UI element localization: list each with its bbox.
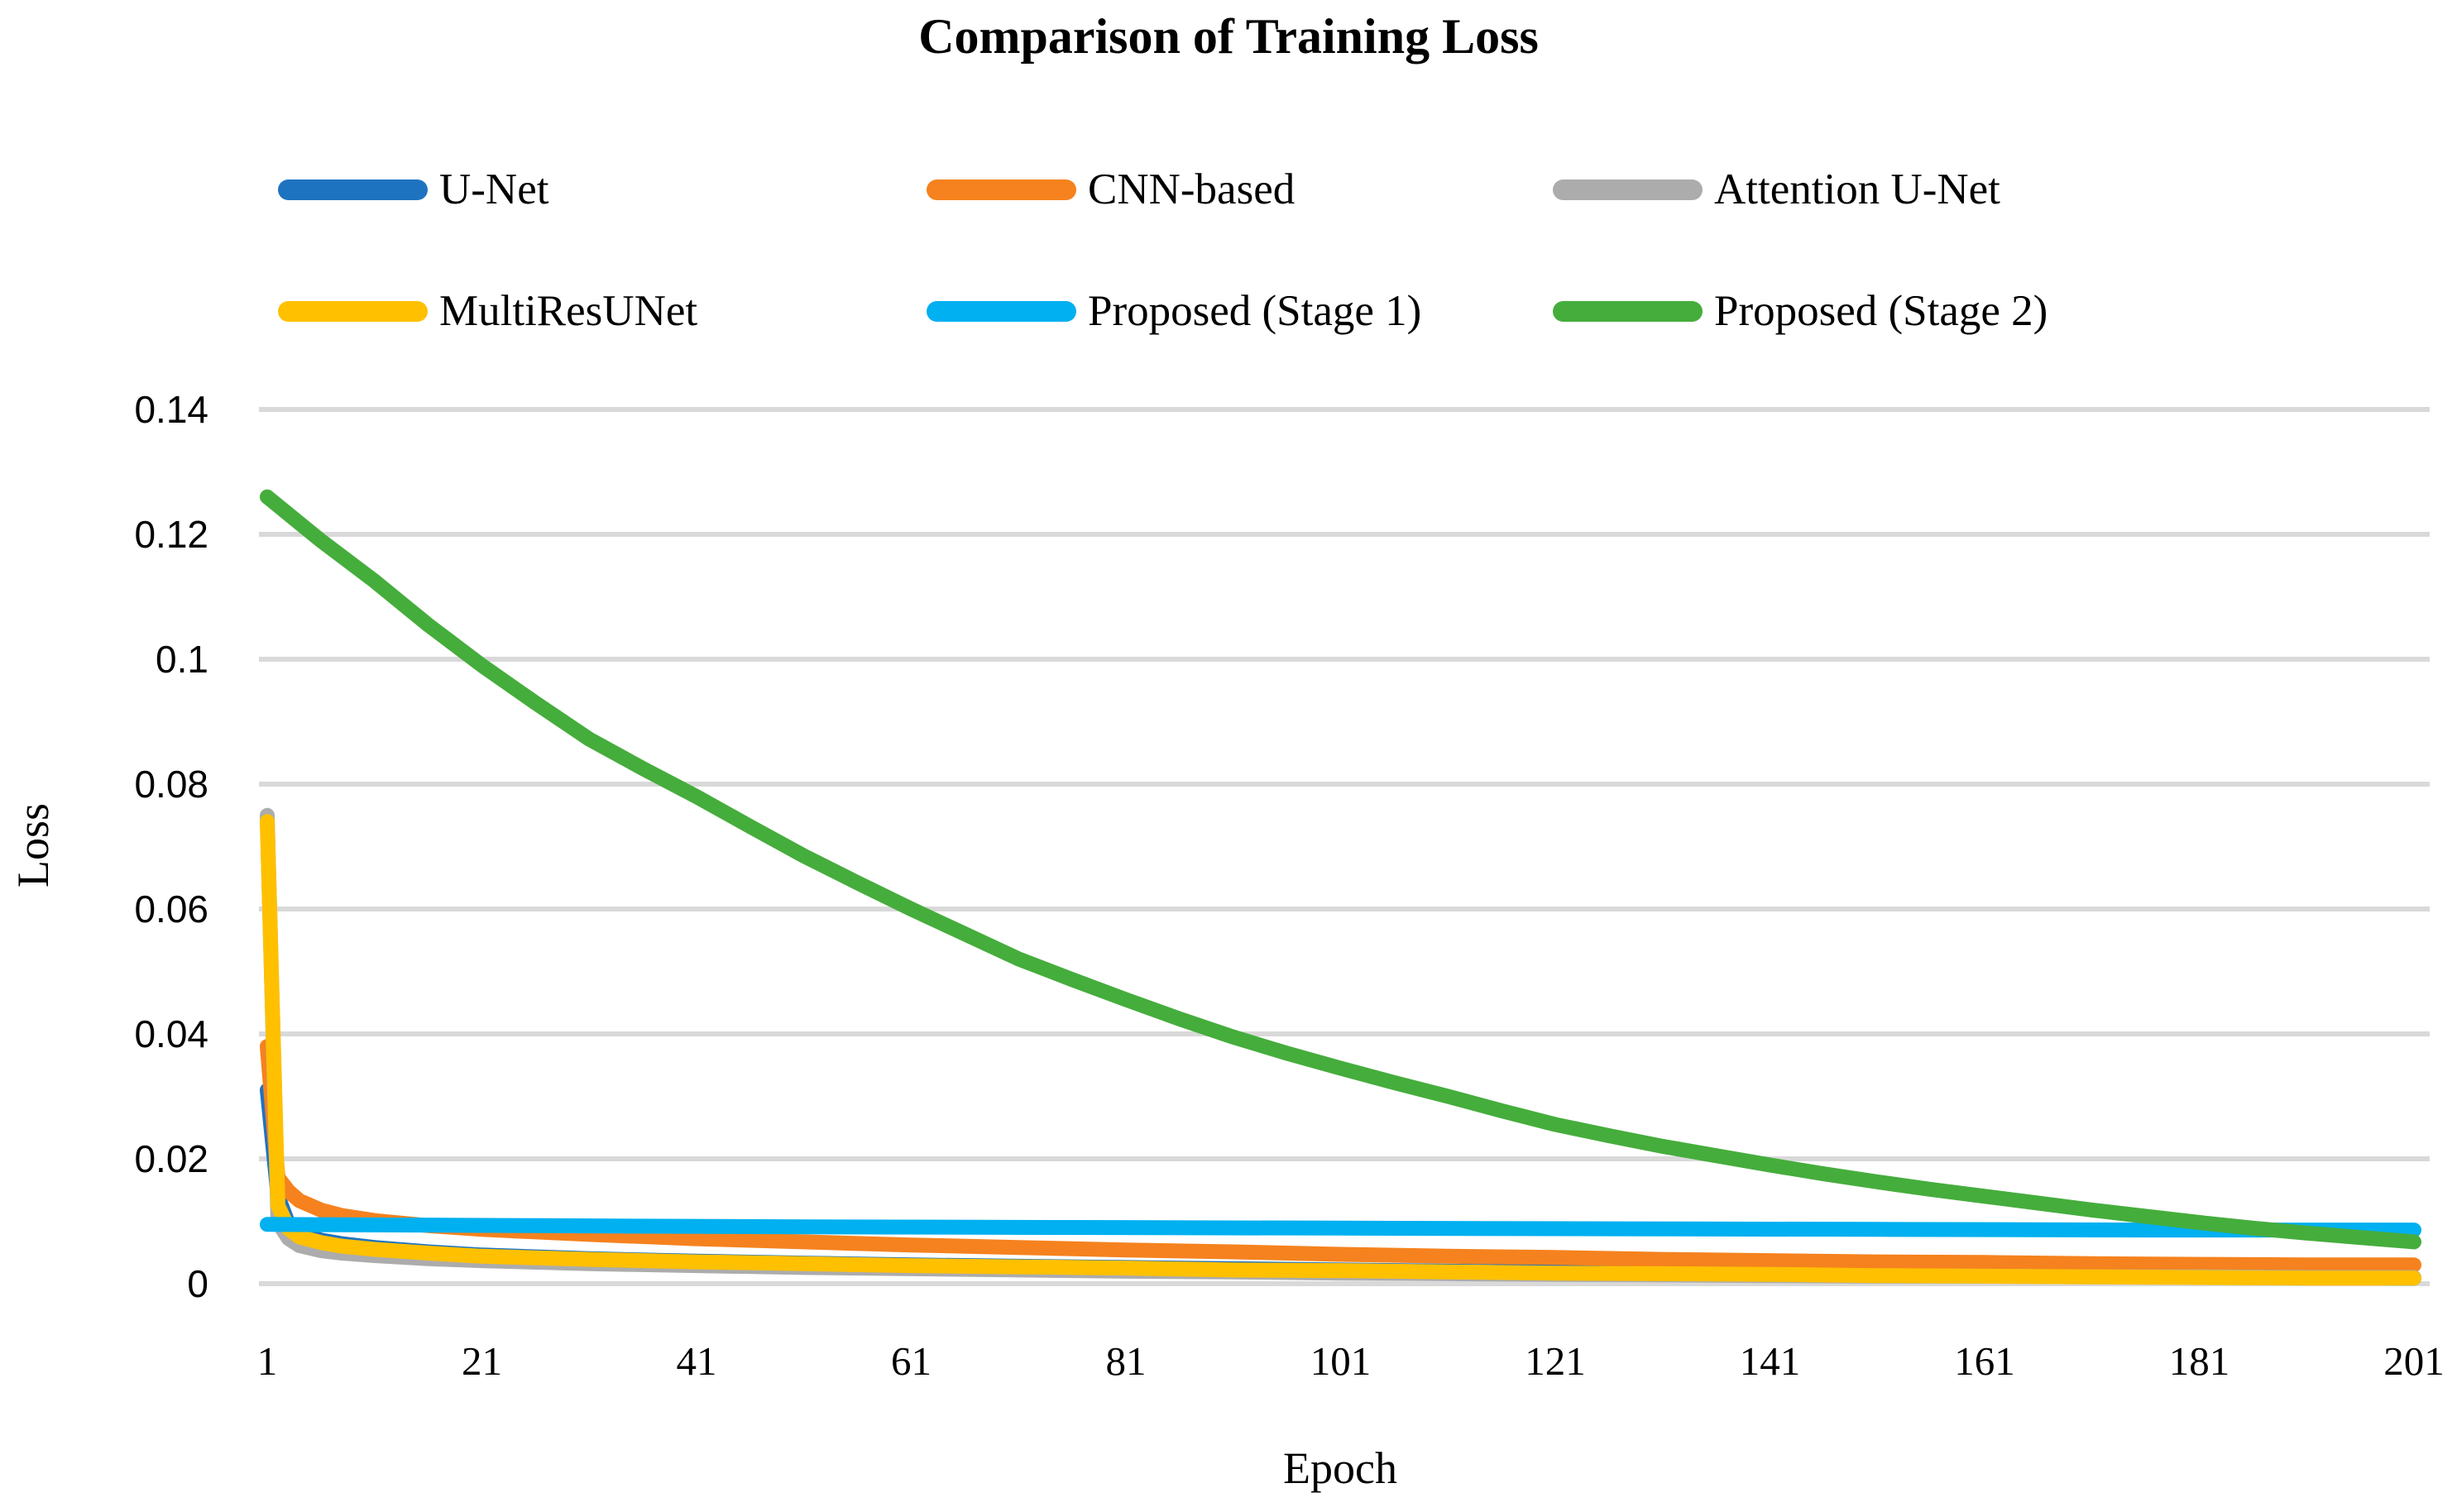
legend-item: Proposed (Stage 2): [1553, 289, 2048, 333]
x-tick-label: 61: [891, 1338, 932, 1384]
legend-swatch: [1553, 300, 1703, 322]
y-tick-label: 0.02: [134, 1137, 208, 1180]
x-tick-label: 141: [1740, 1338, 1801, 1384]
legend-swatch: [1553, 179, 1703, 200]
y-tick-label: 0.08: [134, 763, 208, 806]
x-tick-label: 21: [462, 1338, 502, 1384]
legend-item: U-Net: [278, 165, 549, 213]
y-tick-label: 0.1: [156, 638, 208, 681]
x-tick-label: 181: [2169, 1338, 2230, 1384]
legend-item-label: CNN-based: [1088, 165, 1296, 213]
y-tick-label: 0.06: [134, 888, 208, 931]
series-line-proposed-stage-2: [260, 489, 2421, 1250]
x-tick-label: 1: [257, 1338, 278, 1384]
x-tick-label: 81: [1106, 1338, 1147, 1384]
x-tick-label: 41: [677, 1338, 717, 1384]
legend-item-label: MultiResUNet: [439, 286, 698, 335]
series-line-cnn-based: [260, 1039, 2421, 1273]
x-tick-label: 101: [1310, 1338, 1372, 1384]
legend-swatch: [927, 300, 1076, 322]
series-line-multiresunet: [260, 814, 2421, 1286]
legend-swatch: [278, 179, 428, 200]
legend-item-label: U-Net: [439, 165, 549, 213]
legend-item: Proposed (Stage 1): [927, 289, 1421, 333]
legend-swatch: [927, 179, 1076, 200]
legend-swatch: [278, 300, 428, 322]
legend-item-label: Proposed (Stage 1): [1088, 286, 1422, 335]
x-tick-label: 201: [2383, 1338, 2445, 1384]
x-tick-label: 121: [1525, 1338, 1586, 1384]
x-axis-title: Epoch: [1283, 1443, 1397, 1493]
legend-item: CNN-based: [927, 165, 1296, 213]
y-tick-label: 0.12: [134, 513, 208, 556]
legend-item-label: Attention U-Net: [1714, 165, 2000, 213]
y-tick-label: 0.04: [134, 1012, 208, 1055]
series-line-proposed-stage-1: [260, 1217, 2421, 1238]
legend-item-label: Proposed (Stage 2): [1714, 286, 2048, 335]
y-tick-label: 0.14: [134, 388, 208, 431]
x-tick-label: 161: [1954, 1338, 2015, 1384]
legend-item: Attention U-Net: [1553, 165, 2000, 213]
y-tick-label: 0: [187, 1262, 208, 1305]
chart-title: Comparison of Training Loss: [918, 9, 1539, 64]
legend-item: MultiResUNet: [278, 289, 697, 333]
